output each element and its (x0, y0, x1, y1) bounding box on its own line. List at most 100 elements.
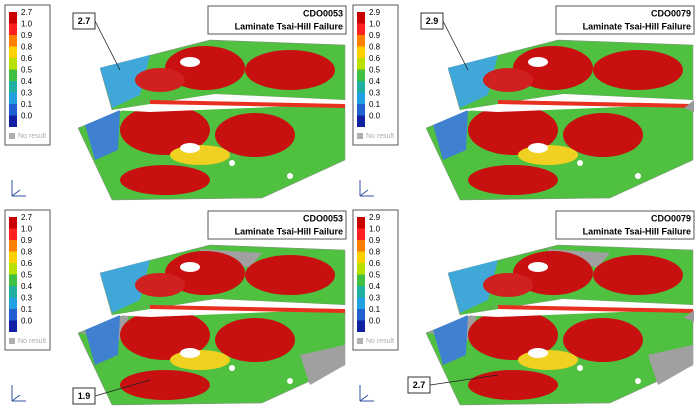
legend-label: 0.3 (21, 294, 33, 303)
legend-label: 2.9 (369, 8, 381, 17)
title-caption: Laminate Tsai-Hill Failure (583, 226, 691, 236)
legend-label: 1.0 (369, 225, 381, 234)
legend-label: No result (366, 338, 394, 345)
failure-zone (135, 68, 185, 92)
legend-swatch (9, 263, 17, 275)
legend-label: 0.6 (369, 54, 381, 63)
hole (528, 348, 548, 358)
legend-label: 0.1 (21, 100, 33, 109)
axis-triad (360, 385, 374, 401)
hole (180, 143, 200, 153)
failure-zone (245, 50, 335, 90)
legend-swatch (9, 321, 17, 333)
panel: 2.71.00.90.80.60.50.40.30.10.0No resultC… (5, 5, 346, 200)
legend-label: No result (18, 338, 46, 345)
legend-swatch (357, 240, 365, 252)
legend-swatch (357, 70, 365, 82)
panel: 2.91.00.90.80.60.50.40.30.10.0No resultC… (353, 210, 694, 405)
failure-zone (215, 113, 295, 157)
legend-swatch (9, 81, 17, 93)
legend-swatch (357, 81, 365, 93)
legend-label: 0.0 (369, 112, 381, 121)
legend-swatch (357, 309, 365, 321)
legend-swatch (357, 252, 365, 264)
legend-label: No result (366, 133, 394, 140)
legend-swatch (9, 104, 17, 116)
hole (528, 143, 548, 153)
legend-label: 0.4 (369, 282, 381, 291)
legend-swatch (9, 133, 15, 139)
callout-value: 2.7 (413, 380, 426, 390)
legend-swatch (357, 104, 365, 116)
hole (180, 262, 200, 272)
legend-swatch (357, 58, 365, 70)
legend-label: 1.0 (21, 20, 33, 29)
hole (287, 378, 293, 384)
legend-label: 0.8 (21, 43, 33, 52)
legend-swatch (357, 275, 365, 287)
hole (229, 160, 235, 166)
legend-swatch (9, 286, 17, 298)
legend-swatch (9, 47, 17, 59)
legend-swatch (9, 275, 17, 287)
legend-swatch (9, 58, 17, 70)
legend-label: 0.0 (369, 317, 381, 326)
failure-zone (593, 255, 683, 295)
legend-label: 0.8 (21, 248, 33, 257)
panel: 2.71.00.90.80.60.50.40.30.10.0No resultC… (5, 210, 346, 405)
title-id: CDO0053 (303, 213, 343, 223)
axis-triad (12, 180, 26, 196)
legend-label: 1.0 (21, 225, 33, 234)
failure-zone (120, 165, 210, 195)
hole (528, 262, 548, 272)
legend-label: 0.0 (21, 112, 33, 121)
legend-label: 0.5 (369, 271, 381, 280)
legend-label: 0.1 (369, 305, 381, 314)
legend-swatch (9, 298, 17, 310)
legend-swatch (357, 24, 365, 36)
failure-zone (468, 165, 558, 195)
legend-swatch (9, 24, 17, 36)
legend-swatch (357, 229, 365, 241)
legend-swatch (357, 263, 365, 275)
legend-label: 0.8 (369, 248, 381, 257)
legend-label: 1.0 (369, 20, 381, 29)
failure-zone (563, 318, 643, 362)
legend-label: 0.1 (369, 100, 381, 109)
legend-swatch (9, 12, 17, 24)
legend-swatch (9, 116, 17, 128)
legend-swatch (357, 133, 363, 139)
title-id: CDO0079 (651, 8, 691, 18)
callout-value: 1.9 (78, 391, 91, 401)
legend-label: 0.5 (369, 66, 381, 75)
legend-swatch (9, 240, 17, 252)
legend-label: 2.9 (369, 213, 381, 222)
legend-label: 0.9 (369, 31, 381, 40)
legend-swatch (357, 217, 365, 229)
legend-swatch (9, 70, 17, 82)
legend-label: 0.9 (21, 31, 33, 40)
legend-label: 0.3 (21, 89, 33, 98)
legend-swatch (357, 35, 365, 47)
legend-swatch (9, 309, 17, 321)
failure-zone (483, 68, 533, 92)
legend-label: 0.3 (369, 89, 381, 98)
legend-label: 0.5 (21, 271, 33, 280)
legend-swatch (9, 217, 17, 229)
hole (635, 173, 641, 179)
legend-swatch (9, 252, 17, 264)
legend-label: 0.4 (21, 77, 33, 86)
legend-label: 0.0 (21, 317, 33, 326)
hole (287, 173, 293, 179)
legend-label: 0.8 (369, 43, 381, 52)
failure-zone (245, 255, 335, 295)
legend-label: 0.9 (21, 236, 33, 245)
callout-value: 2.7 (78, 16, 91, 26)
legend-swatch (357, 338, 363, 344)
title-caption: Laminate Tsai-Hill Failure (235, 226, 343, 236)
legend-swatch (9, 35, 17, 47)
failure-zone (215, 318, 295, 362)
hole (180, 348, 200, 358)
legend-swatch (357, 93, 365, 105)
legend-swatch (357, 116, 365, 128)
